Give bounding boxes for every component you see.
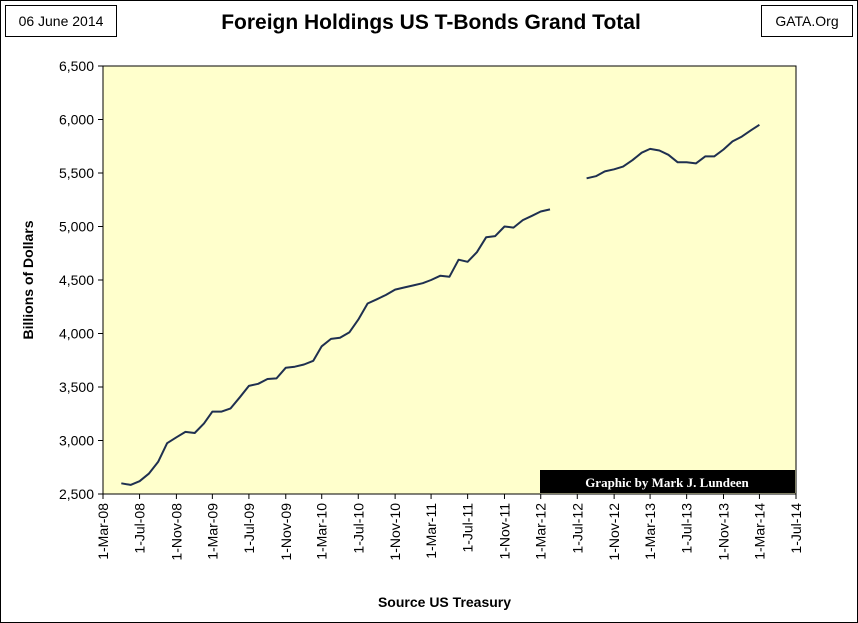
plot-area (103, 66, 796, 494)
y-tick-label: 3,000 (59, 433, 94, 449)
credit-text: Graphic by Mark J. Lundeen (585, 475, 749, 490)
x-tick-label: 1-Nov-11 (496, 503, 512, 560)
y-tick-label: 5,000 (59, 219, 94, 235)
x-tick-label: 1-Jul-10 (350, 503, 366, 554)
x-tick-label: 1-Mar-10 (314, 503, 330, 560)
x-tick-label: 1-Mar-14 (751, 503, 767, 560)
y-tick-label: 5,500 (59, 165, 94, 181)
date-label: 06 June 2014 (5, 5, 117, 37)
y-tick-label: 6,500 (59, 58, 94, 74)
y-tick-label: 3,500 (59, 379, 94, 395)
source-label: GATA.Org (761, 5, 853, 37)
credit-background (540, 470, 795, 493)
x-tick-label: 1-Jul-08 (132, 503, 148, 554)
chart-title: Foreign Holdings US T-Bonds Grand Total (221, 11, 641, 34)
x-axis-title: Source US Treasury (378, 594, 511, 610)
x-tick-label: 1-Nov-13 (715, 503, 731, 561)
x-tick-label: 1-Nov-10 (387, 503, 403, 561)
x-tick-label: 1-Jul-11 (460, 503, 476, 553)
x-axis: 1-Mar-08 1-Jul-08 1-Nov-08 1-Mar-09 1-Jul-09… (95, 494, 804, 561)
series-line-segment (586, 123, 760, 180)
y-tick-label: 2,500 (59, 486, 94, 502)
x-tick-label: 1-Jul-09 (241, 503, 257, 554)
y-axis: 2,500 3,000 3,500 4,000 4,500 5,000 5,500 6,000… (59, 58, 103, 502)
series-line-segment (121, 208, 551, 486)
x-tick-label: 1-Mar-13 (642, 503, 658, 560)
y-tick-label: 6,000 (59, 112, 94, 128)
x-tick-label: 1-Mar-09 (204, 503, 220, 560)
x-tick-label: 1-Jul-12 (569, 503, 585, 554)
x-tick-label: 1-Jul-13 (679, 503, 695, 554)
data-lines (121, 123, 760, 486)
x-tick-label: 1-Nov-09 (278, 503, 294, 561)
plot-border (102, 65, 797, 495)
y-tick-label: 4,500 (59, 272, 94, 288)
y-tick-label: 4,000 (59, 326, 94, 342)
x-tick-label: 1-Mar-11 (423, 503, 439, 559)
x-tick-label: 1-Nov-08 (168, 503, 184, 561)
x-tick-label: 1-Nov-12 (606, 503, 622, 561)
x-tick-label: 1-Mar-12 (533, 503, 549, 560)
y-axis-title: Billions of Dollars (20, 220, 36, 339)
credit-box: Graphic by Mark J. Lundeen (540, 470, 795, 493)
x-tick-label: 1-Jul-14 (788, 503, 804, 554)
x-tick-label: 1-Mar-08 (95, 503, 111, 560)
